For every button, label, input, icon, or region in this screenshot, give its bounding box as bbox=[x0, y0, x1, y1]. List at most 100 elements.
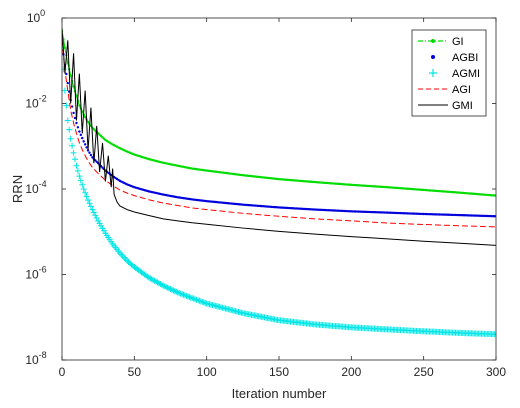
data-point bbox=[189, 295, 196, 302]
data-point bbox=[89, 206, 96, 213]
data-point bbox=[80, 186, 87, 192]
legend-box bbox=[411, 29, 487, 117]
series-gmi bbox=[62, 27, 496, 246]
data-point bbox=[64, 117, 71, 124]
legend-marker bbox=[431, 39, 435, 43]
data-point bbox=[90, 209, 97, 216]
data-point bbox=[193, 296, 200, 303]
data-point bbox=[163, 283, 170, 290]
data-point bbox=[83, 115, 87, 119]
data-point bbox=[78, 104, 81, 107]
data-point bbox=[62, 87, 68, 94]
data-point bbox=[176, 290, 183, 297]
y-tick-label: 10-8 bbox=[25, 350, 46, 367]
data-point bbox=[164, 284, 171, 291]
data-point bbox=[79, 181, 86, 188]
x-tick-label: 100 bbox=[197, 365, 217, 379]
data-point bbox=[86, 120, 90, 124]
data-point bbox=[93, 215, 100, 222]
x-tick-label: 0 bbox=[59, 365, 66, 379]
legend-label: AGMI bbox=[452, 68, 480, 80]
y-tick-label: 10-4 bbox=[25, 179, 46, 196]
data-point bbox=[493, 331, 496, 338]
data-point bbox=[87, 203, 94, 210]
data-point bbox=[190, 295, 197, 302]
data-point bbox=[73, 162, 80, 169]
data-point bbox=[72, 156, 79, 163]
data-point bbox=[85, 146, 88, 149]
legend-label: GMI bbox=[452, 100, 473, 112]
y-tick-label: 10-2 bbox=[25, 94, 46, 111]
data-point bbox=[76, 173, 83, 180]
series-layer bbox=[62, 27, 496, 338]
x-tick-label: 250 bbox=[414, 365, 434, 379]
series-agbi bbox=[62, 42, 496, 218]
data-point bbox=[94, 159, 97, 162]
legend-label: GI bbox=[452, 36, 464, 48]
x-tick-label: 50 bbox=[128, 365, 142, 379]
data-point bbox=[75, 121, 78, 125]
data-point bbox=[69, 142, 76, 149]
data-point bbox=[82, 140, 85, 143]
data-point bbox=[73, 116, 77, 120]
data-point bbox=[72, 111, 75, 115]
data-point bbox=[196, 297, 203, 304]
data-point bbox=[67, 135, 74, 142]
data-point bbox=[183, 292, 190, 299]
data-point bbox=[180, 291, 187, 298]
data-point bbox=[88, 151, 91, 154]
data-point bbox=[184, 293, 191, 300]
ticks-layer: 0 50 100 150 200 250 300 10-8 10-6 10-4 10-2 100 bbox=[25, 8, 506, 379]
data-point bbox=[70, 149, 77, 156]
data-point bbox=[66, 81, 69, 85]
data-point bbox=[170, 287, 177, 294]
data-point bbox=[79, 133, 83, 137]
data-point bbox=[161, 283, 168, 290]
data-point bbox=[86, 200, 93, 207]
legend-marker bbox=[431, 55, 435, 59]
legend-marker bbox=[429, 69, 437, 77]
data-point bbox=[66, 126, 73, 133]
data-point bbox=[168, 286, 175, 293]
series-agmi bbox=[62, 44, 496, 338]
data-point bbox=[82, 189, 89, 196]
data-point bbox=[160, 282, 167, 289]
data-point bbox=[181, 292, 188, 299]
x-tick-label: 200 bbox=[341, 365, 361, 379]
data-point bbox=[69, 74, 72, 77]
data-point bbox=[174, 289, 181, 296]
x-tick-label: 150 bbox=[269, 365, 289, 379]
data-point bbox=[177, 290, 184, 297]
data-point bbox=[83, 193, 90, 200]
legend-item-agmi: AGMI bbox=[429, 68, 480, 80]
data-point bbox=[202, 299, 209, 306]
data-point bbox=[77, 177, 84, 184]
data-point bbox=[89, 153, 93, 157]
legend-label: AGBI bbox=[452, 52, 478, 64]
data-point bbox=[167, 286, 174, 293]
data-point bbox=[166, 285, 173, 292]
data-point bbox=[192, 296, 199, 303]
data-point bbox=[101, 166, 104, 169]
data-point bbox=[76, 126, 80, 129]
data-point bbox=[63, 46, 67, 50]
data-point bbox=[179, 291, 186, 298]
data-point bbox=[81, 136, 84, 140]
y-tick-label: 100 bbox=[27, 8, 45, 25]
data-point bbox=[95, 160, 98, 163]
data-point bbox=[171, 288, 178, 295]
data-point bbox=[63, 102, 70, 109]
series-line bbox=[62, 40, 496, 228]
x-axis-label: Iteration number bbox=[232, 386, 327, 401]
data-point bbox=[200, 299, 207, 306]
data-point bbox=[92, 212, 99, 219]
legend-label: AGI bbox=[452, 84, 471, 96]
series-agi bbox=[62, 40, 496, 228]
legend-item-gi: GI bbox=[418, 36, 464, 48]
legend-item-gmi: GMI bbox=[418, 100, 473, 112]
data-point bbox=[199, 298, 206, 305]
data-point bbox=[72, 85, 75, 88]
data-point bbox=[186, 294, 193, 300]
legend-item-agbi: AGBI bbox=[431, 52, 478, 64]
data-point bbox=[83, 143, 87, 146]
